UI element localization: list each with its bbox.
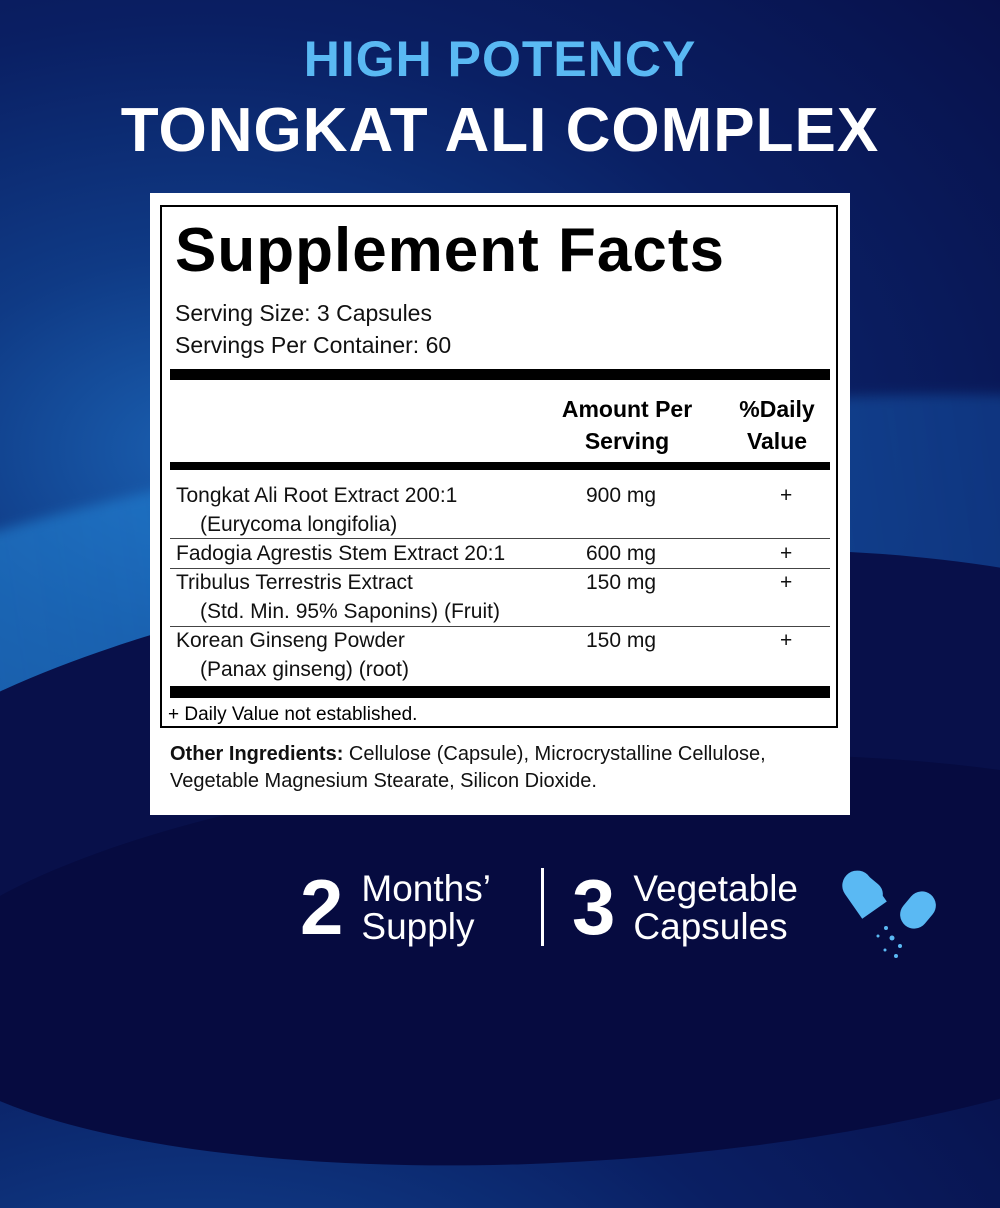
serving-info: Serving Size: 3 Capsules Servings Per Co…	[175, 297, 451, 361]
ingredient-name: Tongkat Ali Root Extract 200:1	[176, 484, 458, 507]
badge-line1: Vegetable	[633, 867, 798, 909]
other-ingredients-label: Other Ingredients:	[170, 743, 344, 765]
divider-thin	[170, 626, 830, 627]
header-dv: %Daily Value	[722, 393, 832, 457]
facts-title: Supplement Facts	[175, 216, 725, 285]
ingredient-dv: +	[780, 542, 793, 565]
supplement-facts-label: Supplement Facts Serving Size: 3 Capsule…	[150, 193, 850, 815]
ingredient-name: Korean Ginseng Powder	[176, 629, 405, 652]
divider-thick	[170, 462, 830, 470]
divider-thin	[170, 538, 830, 539]
servings-per-container: Servings Per Container: 60	[175, 332, 452, 358]
badge-supply: 2 Months’ Supply	[300, 862, 491, 953]
header-amount: Amount Per Serving	[542, 393, 712, 457]
divider-thick	[170, 369, 830, 380]
header-amount-line1: Amount Per	[561, 396, 693, 422]
divider-thin	[170, 568, 830, 569]
ingredient-dv: +	[780, 484, 793, 507]
header-dv-line1: %Daily	[739, 396, 815, 422]
badge-line2: Capsules	[633, 905, 788, 947]
header-dv-line2: Value	[746, 428, 808, 454]
badge-divider	[541, 868, 544, 946]
ingredient-name: Fadogia Agrestis Stem Extract 20:1	[176, 542, 506, 565]
ingredient-amount: 600 mg	[586, 542, 657, 565]
ingredient-amount: 900 mg	[586, 484, 657, 507]
ingredient-dv: +	[780, 629, 793, 652]
badge-number: 3	[572, 863, 616, 951]
header-amount-line2: Serving	[584, 428, 670, 454]
ingredient-name: Tribulus Terrestris Extract	[176, 571, 413, 594]
ingredient-dv: +	[780, 571, 793, 594]
footnote: + Daily Value not established.	[168, 704, 418, 725]
headline-title: TONGKAT ALI COMPLEX	[120, 96, 880, 165]
ingredient-amount: 150 mg	[586, 571, 657, 594]
ingredient-sub: (Panax ginseng) (root)	[200, 658, 409, 681]
other-ingredients-text: Cellulose (Capsule), Microcrystalline Ce…	[170, 743, 766, 792]
ingredient-sub: (Std. Min. 95% Saponins) (Fruit)	[200, 600, 500, 623]
divider-thick	[170, 686, 830, 698]
facts-box: Supplement Facts Serving Size: 3 Capsule…	[160, 205, 838, 728]
other-ingredients: Other Ingredients: Cellulose (Capsule), …	[170, 741, 830, 795]
headline-accent: HIGH POTENCY	[303, 31, 697, 87]
badge-line1: Months’	[361, 867, 491, 909]
badge-number: 2	[300, 863, 344, 951]
ingredient-sub: (Eurycoma longifolia)	[200, 513, 398, 536]
serving-size: Serving Size: 3 Capsules	[175, 300, 432, 326]
ingredient-amount: 150 mg	[586, 629, 657, 652]
badge-line2: Supply	[361, 905, 475, 947]
badge-capsules: 3 Vegetable Capsules	[572, 862, 798, 953]
capsule-icon	[842, 870, 936, 958]
